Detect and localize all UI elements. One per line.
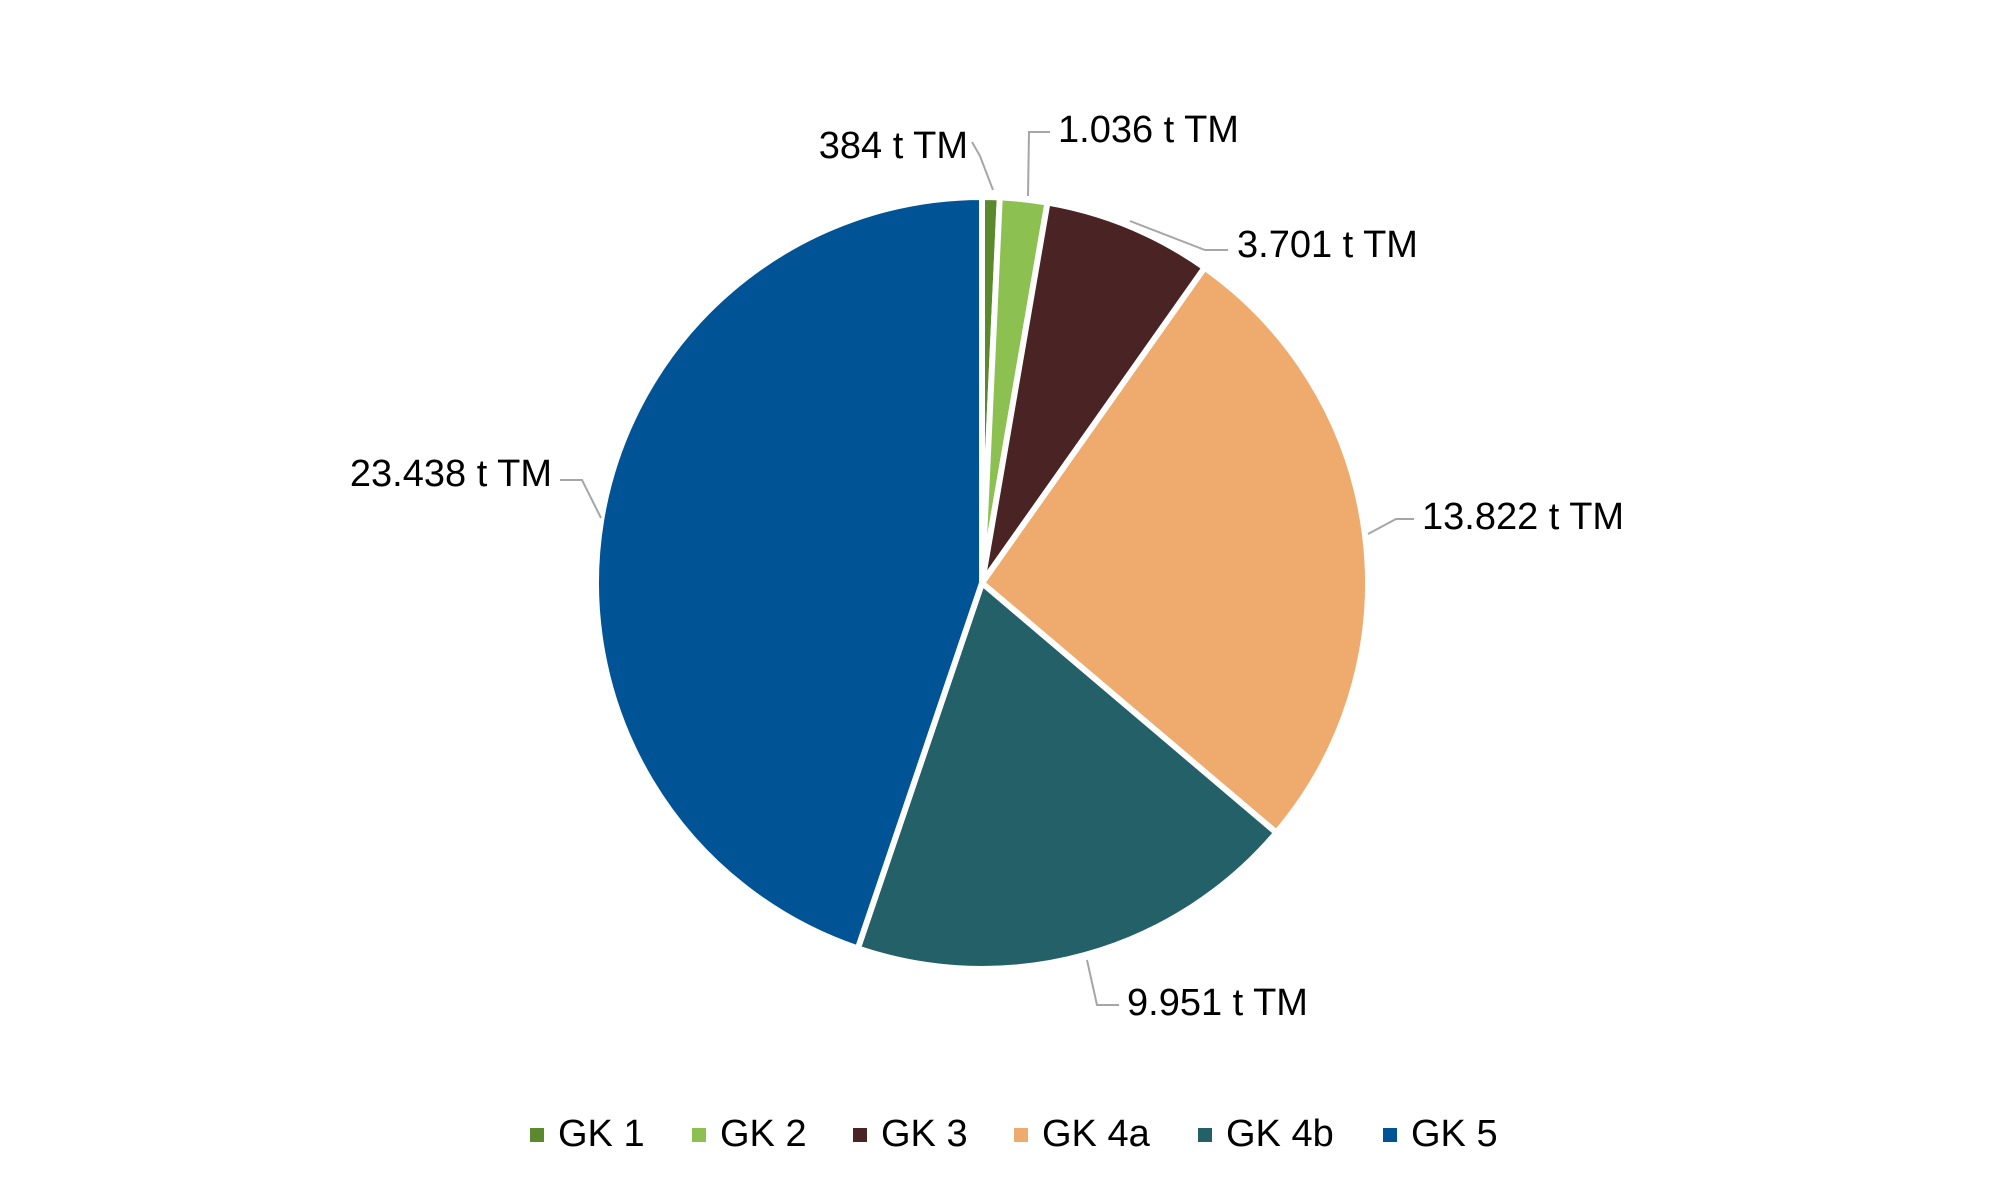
data-label-gk-3: 3.701 t TM [1237,224,1418,266]
data-label-gk-1: 384 t TM [819,125,968,167]
pie-slice-gk-4a [977,263,1372,837]
legend-swatch-gk-5 [1383,1128,1397,1142]
legend-item-gk-1: GK 1 [530,1113,645,1155]
legend: GK 1 GK 2 GK 3 GK 4a GK 4b GK 5 [530,1113,1498,1155]
legend-swatch-gk-1 [530,1128,544,1142]
legend-swatch-gk-4b [1198,1128,1212,1142]
data-label-gk-4a: 13.822 t TM [1422,496,1624,538]
legend-swatch-gk-4a [1014,1128,1028,1142]
leader-line-gk-4b [1086,959,1119,1006]
leader-line-gk-3 [1129,220,1228,251]
pie-slice-gk-5 [593,193,985,953]
legend-label-gk-4a: GK 4a [1042,1113,1151,1155]
legend-item-gk-4b: GK 4b [1198,1113,1334,1155]
data-labels: 384 t TM 1.036 t TM 3.701 t TM 13.822 t TM 9… [350,109,1624,1024]
pie-slice-gk-3 [979,199,1209,585]
data-label-gk-5: 23.438 t TM [350,453,552,495]
legend-label-gk-1: GK 1 [558,1113,645,1155]
legend-label-gk-2: GK 2 [720,1113,807,1155]
data-label-gk-4b: 9.951 t TM [1127,982,1308,1024]
leader-line-gk-2 [1027,131,1050,197]
data-label-gk-2: 1.036 t TM [1058,109,1239,151]
leader-line-gk-1 [971,141,994,191]
leader-line-gk-5 [560,479,602,519]
legend-item-gk-4a: GK 4a [1014,1113,1151,1155]
leader-line-gk-4a [1367,518,1414,535]
legend-swatch-gk-2 [692,1128,706,1142]
legend-label-gk-3: GK 3 [881,1113,968,1155]
legend-label-gk-4b: GK 4b [1226,1113,1334,1155]
legend-item-gk-5: GK 5 [1383,1113,1498,1155]
legend-swatch-gk-3 [853,1128,867,1142]
legend-label-gk-5: GK 5 [1411,1113,1498,1155]
pie-slices [593,193,1372,972]
legend-item-gk-2: GK 2 [692,1113,807,1155]
pie-slice-gk-4b [854,577,1281,972]
leader-lines [560,131,1414,1006]
legend-item-gk-3: GK 3 [853,1113,968,1155]
